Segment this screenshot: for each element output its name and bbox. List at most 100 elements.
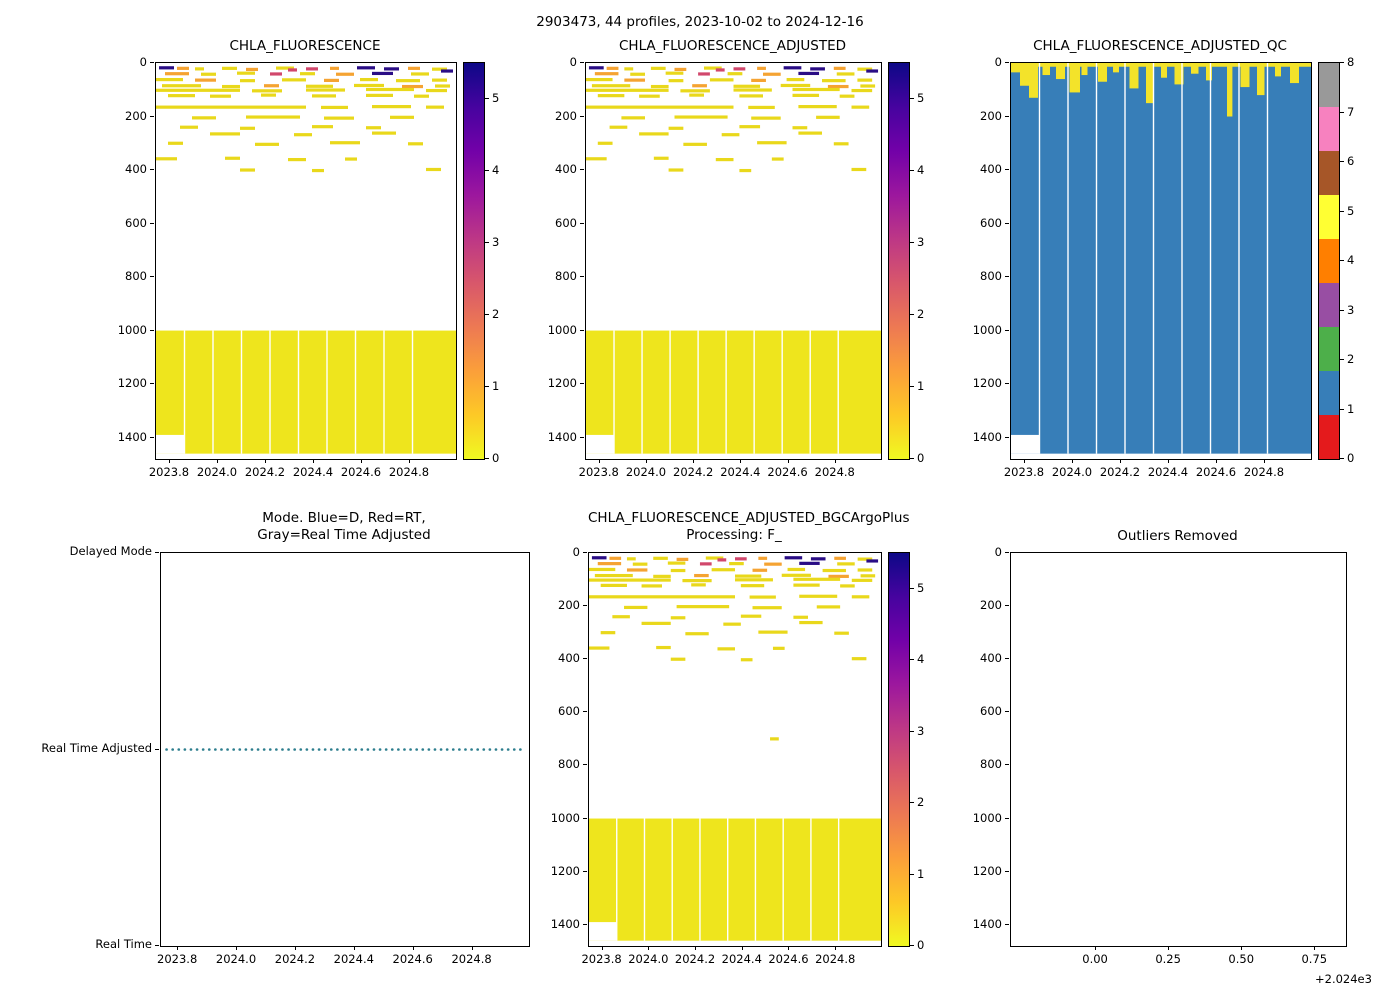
y-tick-label: 400 xyxy=(555,162,577,177)
colorbar-tick-mark xyxy=(1340,210,1344,212)
x-tick-label: 2024.6 xyxy=(767,465,808,479)
colorbar-tick-label: 5 xyxy=(492,91,500,105)
y-tick-mark xyxy=(1005,764,1009,766)
y-tick-mark xyxy=(580,383,584,385)
y-tick-mark xyxy=(150,222,154,224)
y-tick-mark xyxy=(583,817,587,819)
y-tick-mark xyxy=(1005,552,1009,553)
x-tick-label: 2023.8 xyxy=(1003,465,1045,479)
y-tick-label: 1200 xyxy=(117,376,147,391)
y-tick-label: 1000 xyxy=(547,322,577,337)
x-tick-mark xyxy=(1095,946,1097,950)
axes-mode xyxy=(160,552,530,947)
colorbar-chla-fluorescence xyxy=(463,62,485,460)
colorbar-bgcargoplus xyxy=(888,552,910,947)
x-tick-label: 2024.4 xyxy=(1147,465,1189,479)
x-tick-label: 2024.2 xyxy=(673,465,714,479)
y-tick-mark xyxy=(150,383,154,385)
x-tick-mark xyxy=(834,459,836,463)
x-tick-label: 2024.0 xyxy=(215,952,257,966)
y-tick-mark xyxy=(1005,658,1009,660)
y-tick-label: 400 xyxy=(558,651,580,666)
y-tick-label: 200 xyxy=(125,108,147,123)
qc-colorbar-segment xyxy=(1319,415,1339,459)
x-tick-mark xyxy=(835,946,837,950)
x-tick-label: 2024.6 xyxy=(340,465,382,479)
colorbar-qc xyxy=(1318,62,1340,460)
colorbar-tick-label: 8 xyxy=(1347,55,1355,69)
colorbar-tick-mark xyxy=(485,314,489,315)
x-tick-mark xyxy=(1263,459,1265,463)
colorbar-tick-mark xyxy=(910,802,914,804)
axes-bgcargoplus xyxy=(588,552,882,947)
y-tick-label: 1200 xyxy=(972,863,1002,878)
y-tick-mark xyxy=(150,329,154,331)
panel-title-outliers-removed: Outliers Removed xyxy=(1117,528,1238,544)
panel-title-bgcargoplus-line2: Processing: F_ xyxy=(686,527,782,543)
y-tick-label: 400 xyxy=(980,162,1002,177)
x-tick-mark xyxy=(787,459,789,463)
y-tick-label: 1000 xyxy=(117,322,147,337)
x-tick-label: 2024.8 xyxy=(815,952,856,966)
colorbar-tick-label: 1 xyxy=(1347,401,1355,416)
y-tick-mark xyxy=(155,945,159,946)
y-tick-label: 1000 xyxy=(550,810,580,825)
colorbar-tick-mark xyxy=(485,242,489,243)
x-tick-label: 2024.2 xyxy=(274,952,316,966)
y-tick-label: 400 xyxy=(125,162,147,177)
x-tick-mark xyxy=(1023,459,1025,463)
axes-chla-fluorescence-adjusted xyxy=(585,62,882,460)
panel-title-chla-fluorescence-adjusted: CHLA_FLUORESCENCE_ADJUSTED xyxy=(619,38,846,54)
y-tick-label: 0 xyxy=(139,55,147,69)
x-tick-label: 2024.6 xyxy=(392,952,433,966)
qc-colorbar-segment xyxy=(1319,326,1339,371)
panel-title-mode-line1: Mode. Blue=D, Red=RT, xyxy=(262,510,426,526)
y-tick-mark xyxy=(1005,605,1009,607)
x-tick-label: 2024.0 xyxy=(625,465,667,479)
x-tick-mark xyxy=(353,946,355,950)
qc-colorbar-segment xyxy=(1319,107,1339,151)
colorbar-tick-label: 0 xyxy=(1347,451,1355,465)
y-tick-label: 600 xyxy=(980,215,1002,230)
x-tick-mark xyxy=(1168,946,1170,950)
colorbar-tick-label: 3 xyxy=(492,235,500,249)
qc-colorbar-segment xyxy=(1319,283,1339,327)
y-tick-mark xyxy=(583,870,587,872)
colorbar-tick-label: 2 xyxy=(492,307,500,321)
colorbar-tick-label: 5 xyxy=(917,91,925,105)
colorbar-tick-label: 1 xyxy=(492,379,500,393)
colorbar-tick-label: 0 xyxy=(492,451,500,465)
colorbar-tick-label: 2 xyxy=(917,307,925,321)
colorbar-tick-label: 2 xyxy=(917,795,925,810)
y-tick-mark xyxy=(150,169,154,171)
colorbar-tick-mark xyxy=(910,587,914,589)
y-tick-mark xyxy=(1005,222,1009,224)
y-tick-label: 0 xyxy=(569,55,577,69)
axes-chla-fluorescence-adjusted-qc xyxy=(1010,62,1312,460)
y-tick-mark xyxy=(580,62,584,63)
y-tick-mark xyxy=(580,115,584,117)
colorbar-tick-mark xyxy=(1340,359,1344,360)
y-tick-mark xyxy=(583,764,587,766)
x-tick-mark xyxy=(312,459,314,463)
colorbar-tick-mark xyxy=(485,386,489,387)
x-tick-label: 2024.0 xyxy=(196,465,238,479)
y-tick-label: 600 xyxy=(125,215,147,230)
colorbar-tick-label: 0 xyxy=(917,451,925,465)
y-category-label: Real Time xyxy=(95,937,152,951)
x-tick-mark xyxy=(740,459,742,463)
x-tick-mark xyxy=(177,946,179,950)
y-tick-mark xyxy=(580,276,584,278)
y-tick-mark xyxy=(1005,923,1009,925)
y-tick-label: 0 xyxy=(994,545,1002,559)
colorbar-tick-mark xyxy=(910,386,914,387)
colorbar-tick-mark xyxy=(910,730,914,732)
x-tick-mark xyxy=(408,459,410,463)
y-tick-mark xyxy=(150,276,154,278)
x-tick-label: 2023.8 xyxy=(157,952,198,966)
panel-title-bgcargoplus-line1: CHLA_FLUORESCENCE_ADJUSTED_BGCArgoPlus xyxy=(588,510,910,526)
colorbar-tick-label: 5 xyxy=(917,580,925,595)
colorbar-tick-label: 4 xyxy=(917,652,925,667)
x-tick-mark xyxy=(598,459,600,463)
y-tick-label: 0 xyxy=(572,545,580,559)
